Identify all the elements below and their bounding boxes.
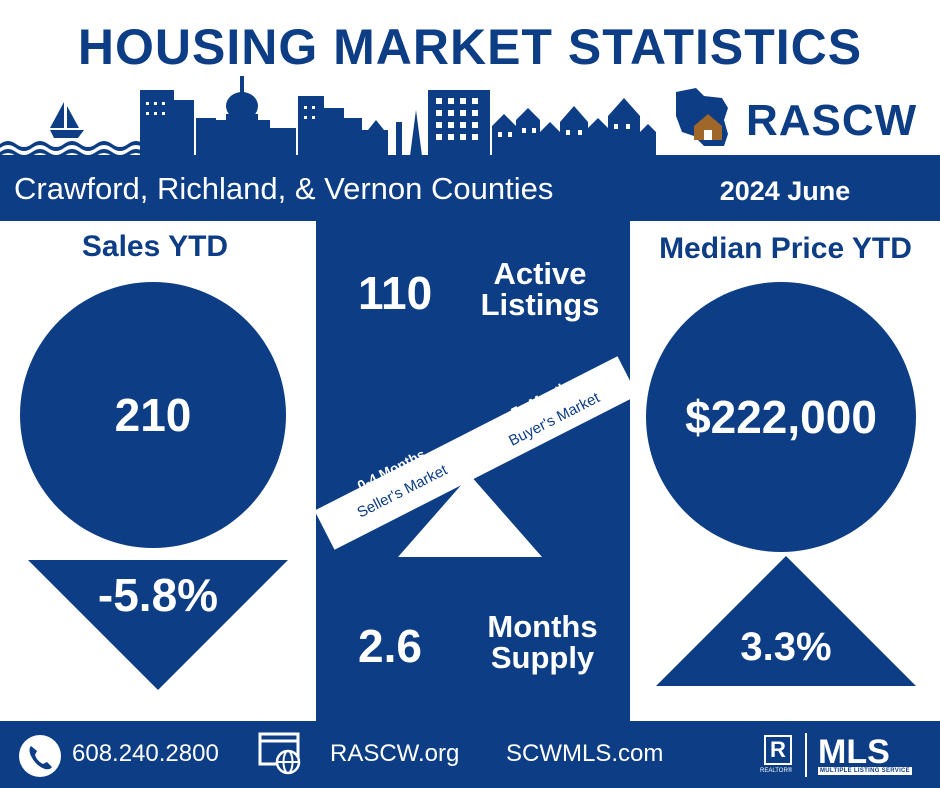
market-seesaw: 0-4 Months Seller's Market 7+ Months Buy… xyxy=(316,356,630,557)
footer-bar xyxy=(0,721,940,788)
sales-ytd-circle: 210 xyxy=(20,282,286,548)
logo-text: RASCW xyxy=(746,96,918,145)
page-title: HOUSING MARKET STATISTICS xyxy=(77,19,863,75)
realtor-text: REALTOR® xyxy=(760,768,793,774)
realtor-logo: R xyxy=(764,735,792,765)
city-skyline-illustration xyxy=(0,76,656,158)
wisconsin-house-icon xyxy=(676,88,728,146)
median-price-value: $222,000 xyxy=(685,391,877,443)
rascw-logo: RASCW xyxy=(668,82,928,152)
mls-subtitle: MULTIPLE LISTING SERVICE xyxy=(818,767,912,775)
down-arrow-icon xyxy=(28,560,288,690)
phone-icon xyxy=(19,735,61,777)
info-band xyxy=(0,155,940,221)
footer-phone[interactable]: 608.240.2800 xyxy=(72,740,219,767)
supply-label-line2: Supply xyxy=(490,640,595,675)
footer-site-scwmls[interactable]: SCWMLS.com xyxy=(506,740,664,767)
median-price-title: Median Price YTD xyxy=(659,232,912,265)
active-label-line2: Listings xyxy=(480,287,600,322)
active-label-line1: Active xyxy=(493,256,587,291)
sales-ytd-value: 210 xyxy=(114,389,192,441)
seesaw-fulcrum xyxy=(398,475,542,557)
up-arrow-icon xyxy=(656,556,916,686)
supply-label-line1: Months xyxy=(487,609,598,644)
months-supply-label: Months Supply xyxy=(470,611,615,673)
footer-site-rascw[interactable]: RASCW.org xyxy=(330,740,460,767)
website-globe-icon xyxy=(258,732,301,775)
active-listings-label: Active Listings xyxy=(470,258,610,320)
price-change-value: 3.3% xyxy=(740,625,832,669)
period-label: 2024 June xyxy=(719,176,851,206)
sales-ytd-title: Sales YTD xyxy=(81,230,229,263)
median-price-circle: $222,000 xyxy=(646,282,916,552)
counties-label: Crawford, Richland, & Vernon Counties xyxy=(14,171,554,206)
seesaw-plank xyxy=(316,356,630,550)
sales-change-value: -5.8% xyxy=(97,569,219,621)
active-listings-value: 110 xyxy=(358,267,433,319)
footer-divider xyxy=(805,733,807,777)
months-supply-value: 2.6 xyxy=(358,620,422,672)
mls-logo: MLS xyxy=(818,733,890,771)
